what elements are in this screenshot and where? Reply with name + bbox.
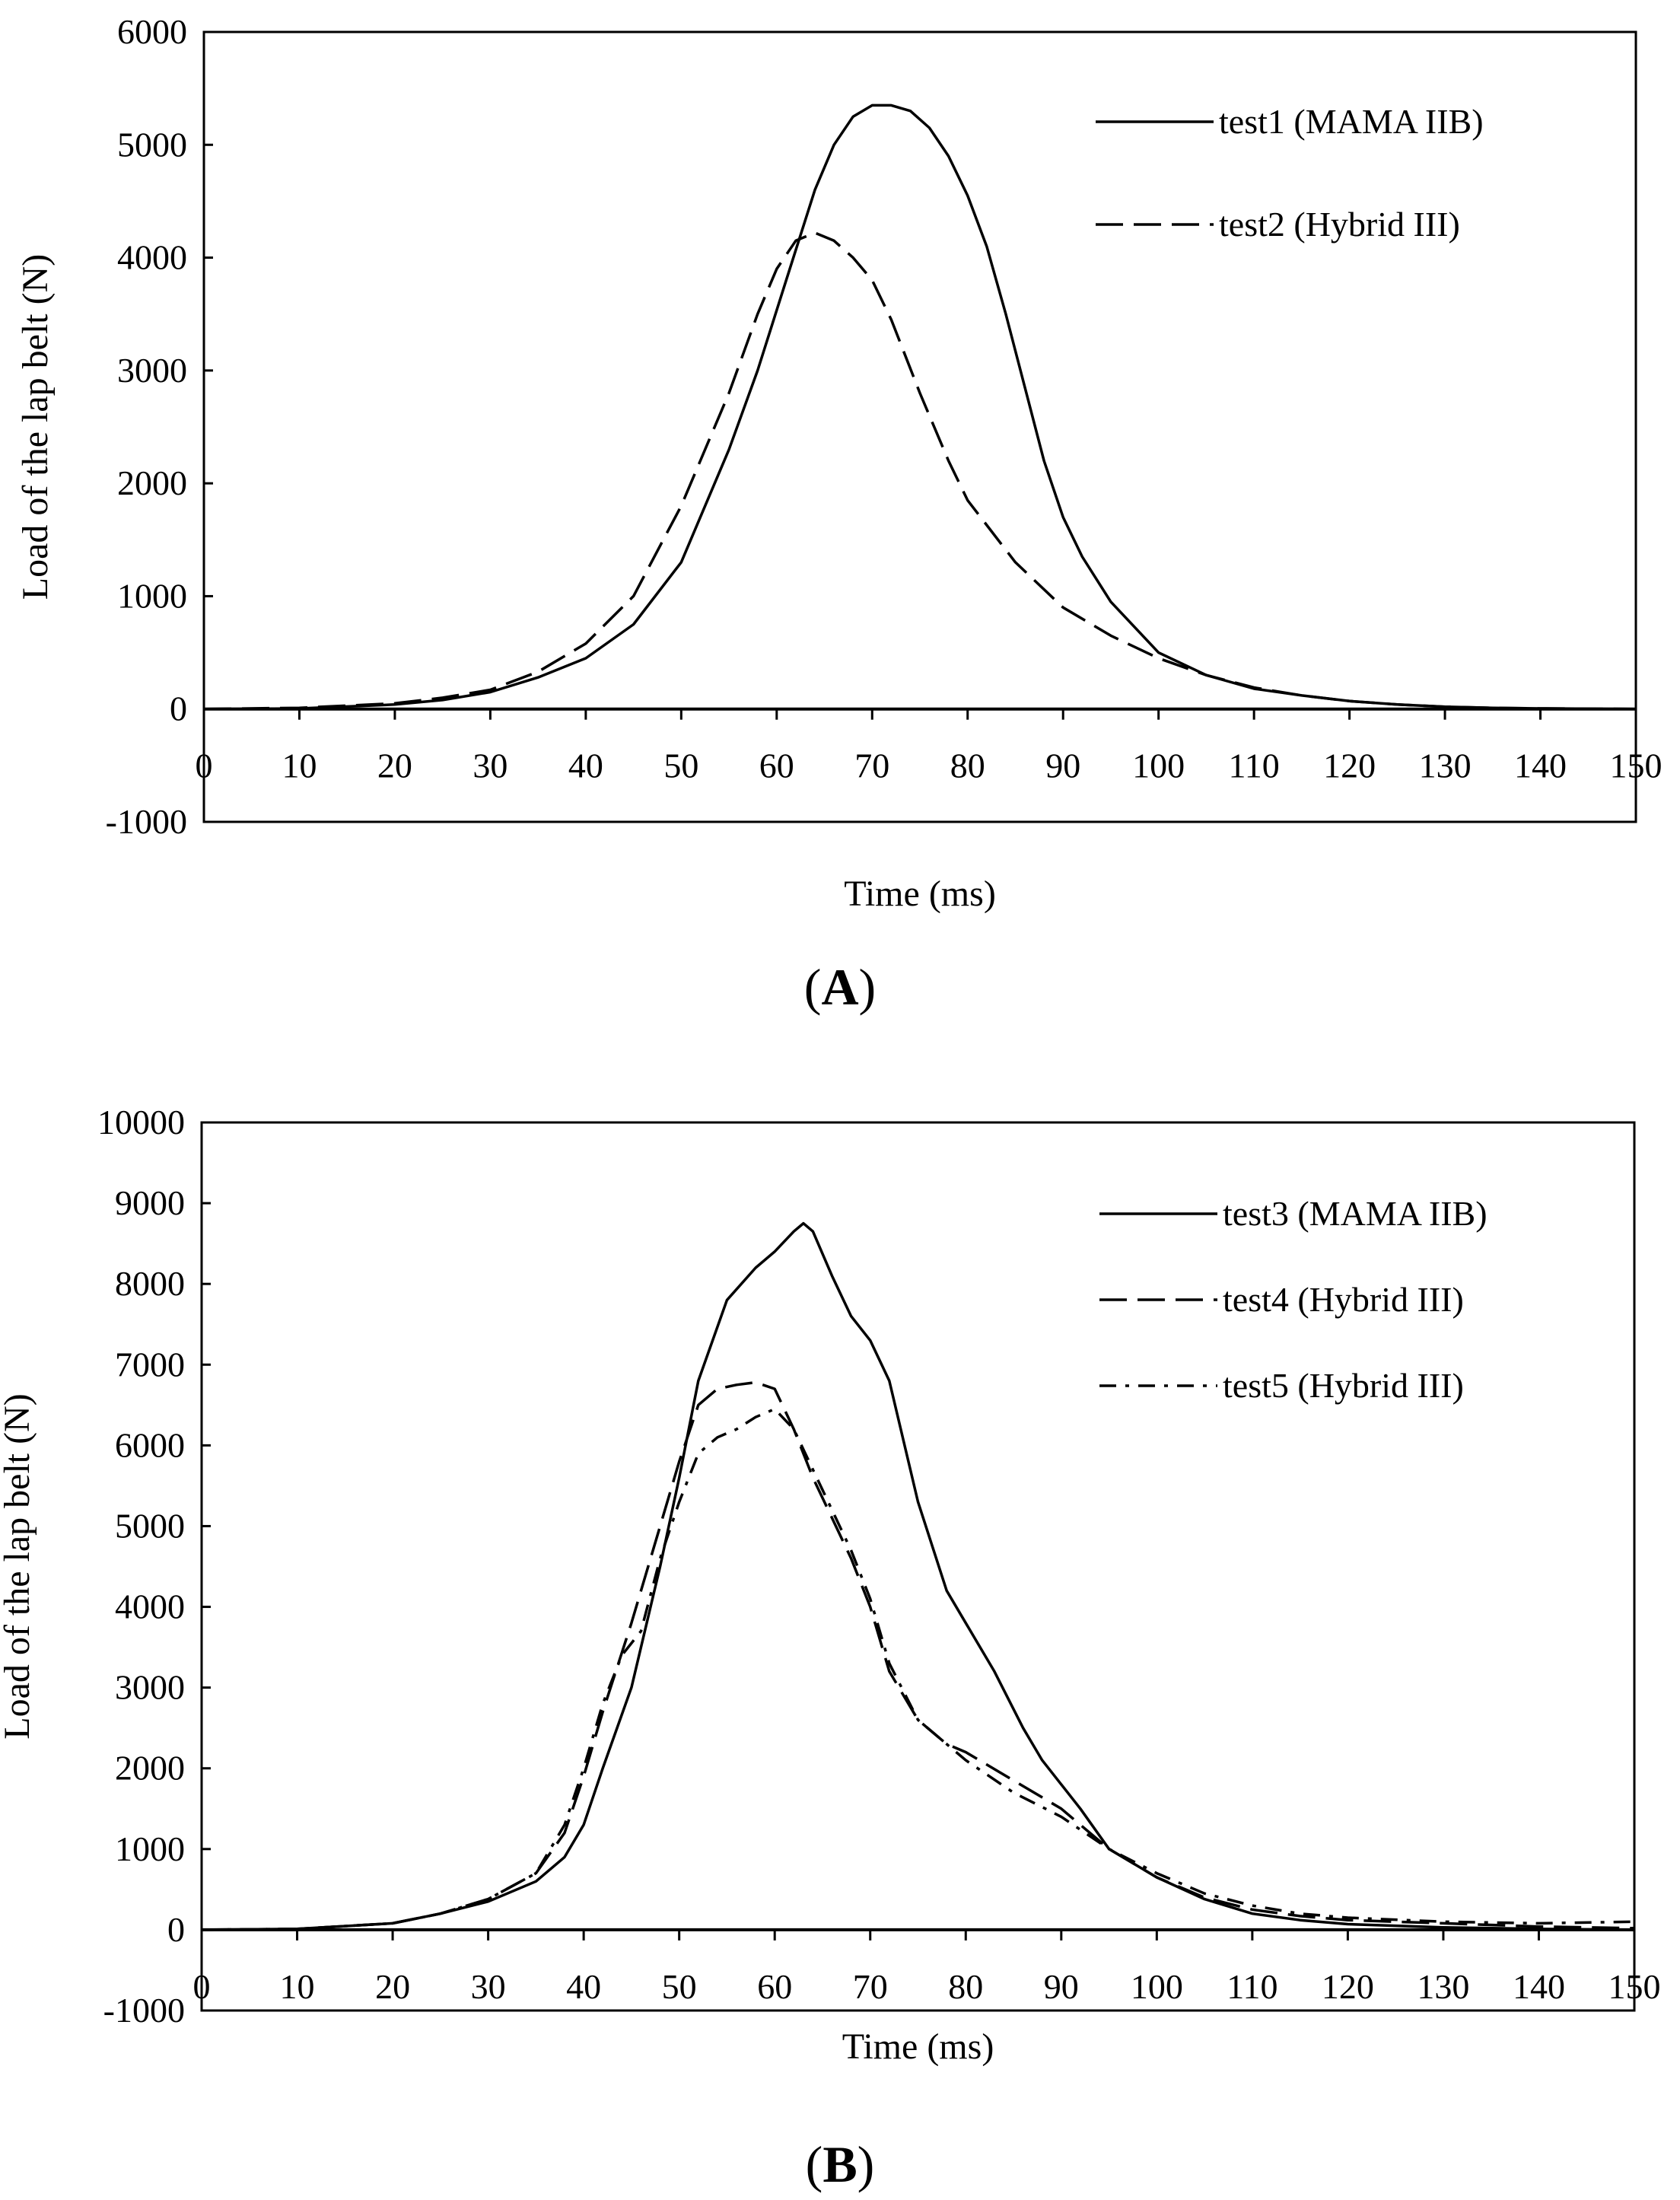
- x-tick-label-a: 70: [854, 747, 889, 785]
- x-tick-label-b: 30: [471, 1967, 506, 2006]
- panel-label-a-text: A: [821, 958, 859, 1016]
- legend-label-b-3: test5 (Hybrid III): [1223, 1366, 1464, 1405]
- y-tick-label-b: 3000: [115, 1668, 185, 1707]
- legend-label-a-2: test2 (Hybrid III): [1219, 205, 1460, 244]
- y-tick-label-b: 9000: [115, 1183, 185, 1222]
- y-tick-label-b: 2000: [115, 1749, 185, 1788]
- plot-frame-a: [202, 30, 1637, 823]
- x-tick-label-b: 20: [375, 1967, 410, 2006]
- x-tick-label-b: 50: [662, 1967, 697, 2006]
- series-line-b-3: [201, 1407, 1635, 1931]
- y-tick-label-b: 5000: [115, 1506, 185, 1545]
- x-axis-label-b: Time (ms): [842, 2026, 994, 2067]
- x-axis-label-a: Time (ms): [844, 874, 996, 914]
- x-tick-label-a: 20: [377, 747, 412, 785]
- chart-b: -100001000200030004000500060007000800090…: [0, 1103, 1661, 2067]
- y-tick-label-b: 6000: [115, 1425, 185, 1464]
- y-axis-label-b: Load of the lap belt (N): [0, 1393, 37, 1740]
- series-line-a-2: [203, 231, 1637, 711]
- x-tick-label-b: 70: [853, 1967, 888, 2006]
- x-tick-label-b: 120: [1322, 1967, 1374, 2006]
- y-tick-label-a: 4000: [117, 238, 187, 277]
- y-tick-label-a: -1000: [106, 802, 187, 841]
- x-tick-label-b: 40: [566, 1967, 601, 2006]
- x-tick-label-b: 90: [1044, 1967, 1079, 2006]
- x-tick-label-b: 140: [1513, 1967, 1565, 2006]
- x-tick-label-a: 140: [1514, 747, 1567, 785]
- legend-label-b-1: test3 (MAMA IIB): [1223, 1194, 1488, 1233]
- y-tick-label-b: 4000: [115, 1587, 185, 1626]
- series-line-a-1: [203, 103, 1637, 711]
- series-line-b-1: [201, 1221, 1635, 1931]
- y-tick-label-a: 2000: [117, 463, 187, 502]
- y-tick-label-a: 0: [170, 689, 187, 728]
- y-tick-label-b: -1000: [103, 1991, 185, 2030]
- y-tick-label-b: 7000: [115, 1345, 185, 1383]
- series-line-b-2: [201, 1380, 1635, 1931]
- y-axis-label-a: Load of the lap belt (N): [15, 254, 56, 600]
- y-tick-label-a: 1000: [117, 576, 187, 615]
- x-tick-label-a: 110: [1228, 747, 1279, 785]
- legend-label-b-2: test4 (Hybrid III): [1223, 1280, 1464, 1319]
- x-tick-label-a: 40: [568, 747, 603, 785]
- x-tick-label-a: 50: [663, 747, 698, 785]
- y-tick-label-a: 3000: [117, 351, 187, 390]
- x-tick-label-b: 10: [280, 1967, 315, 2006]
- y-tick-label-b: 8000: [115, 1264, 185, 1303]
- x-tick-label-b: 150: [1608, 1967, 1661, 2006]
- y-tick-label-b: 1000: [115, 1829, 185, 1868]
- x-tick-label-a: 100: [1132, 747, 1185, 785]
- x-tick-label-b: 60: [757, 1967, 792, 2006]
- panel-label-a: (A): [803, 958, 877, 1016]
- plot-frame-b: [200, 1121, 1636, 2012]
- x-tick-label-a: 120: [1323, 747, 1376, 785]
- panel-label-b: (B): [805, 2135, 875, 2193]
- x-tick-label-a: 60: [759, 747, 794, 785]
- x-tick-label-a: 0: [196, 747, 213, 785]
- panel-label-b-text: B: [822, 2135, 858, 2193]
- x-tick-label-a: 130: [1419, 747, 1472, 785]
- y-tick-label-a: 5000: [117, 125, 187, 164]
- x-tick-label-b: 110: [1227, 1967, 1278, 2006]
- y-tick-label-b: 0: [167, 1910, 185, 1949]
- x-tick-label-a: 90: [1045, 747, 1080, 785]
- x-tick-label-b: 130: [1417, 1967, 1469, 2006]
- x-tick-label-b: 0: [193, 1967, 211, 2006]
- legend-label-a-1: test1 (MAMA IIB): [1219, 102, 1484, 141]
- y-tick-label-a: 6000: [117, 12, 187, 51]
- x-tick-label-b: 80: [948, 1967, 983, 2006]
- x-tick-label-b: 100: [1131, 1967, 1183, 2006]
- y-tick-label-b: 10000: [97, 1103, 185, 1141]
- x-tick-label-a: 10: [282, 747, 317, 785]
- x-tick-label-a: 150: [1610, 747, 1662, 785]
- x-tick-label-a: 80: [950, 747, 985, 785]
- x-tick-label-a: 30: [473, 747, 508, 785]
